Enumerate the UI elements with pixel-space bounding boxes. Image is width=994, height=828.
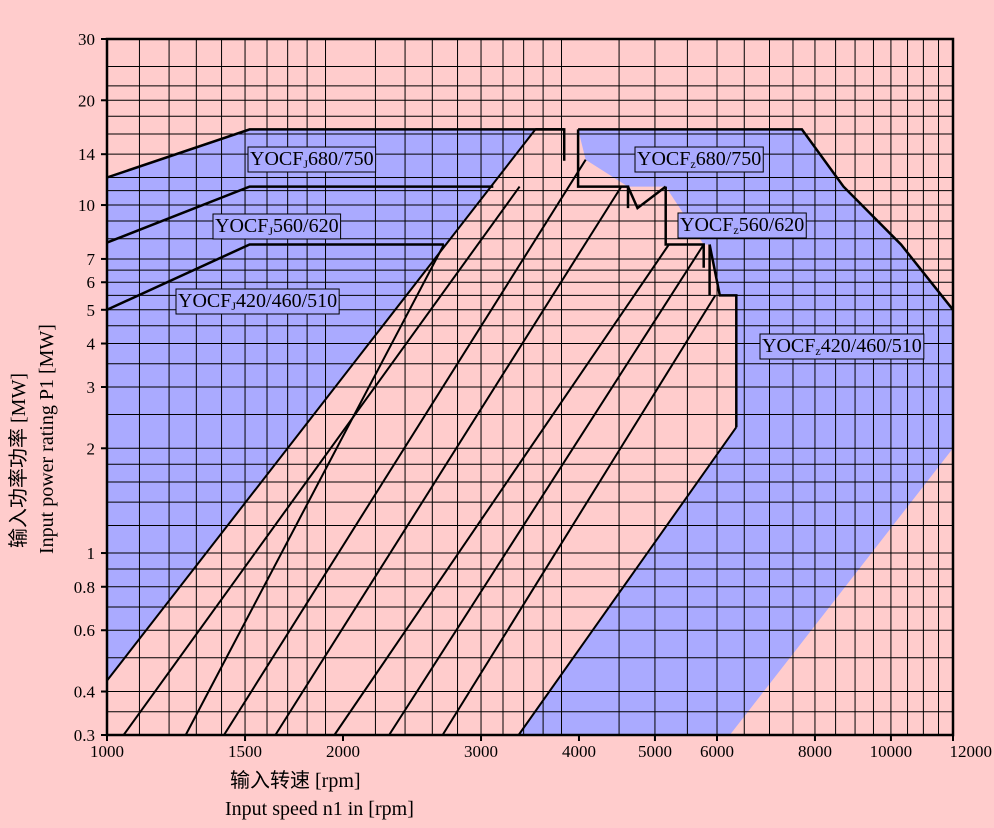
x-tick-label: 12000 xyxy=(950,742,993,761)
label-yocfj560-620: YOCFJ560/620 xyxy=(212,213,342,240)
y-tick-label: 30 xyxy=(78,30,95,49)
label-box xyxy=(759,333,925,360)
guide-line-2 xyxy=(122,186,521,736)
y-tick-label: 4 xyxy=(87,335,96,354)
envelope-step-2 xyxy=(576,129,630,209)
y-axis-label-en: Input power rating P1 [MW] xyxy=(36,324,58,554)
y-tick-label: 3 xyxy=(87,378,96,397)
region-labels: YOCFJ680/750 YOCFJ560/620 YOCFJ420/460/510… xyxy=(175,146,925,360)
y-tick-label: 6 xyxy=(87,273,96,292)
x-tick-label: 1000 xyxy=(90,742,124,761)
guide-line-4 xyxy=(223,159,587,736)
guide-line-3 xyxy=(184,244,445,736)
guide-line-5 xyxy=(274,186,623,736)
envelope-yocfj680-750 xyxy=(106,128,566,179)
label-yocfj680-750: YOCFJ680/750 xyxy=(247,146,377,173)
envelope-yocfz420-460-510 xyxy=(708,244,738,428)
x-axis-label-en: Input speed n1 in [rpm] xyxy=(225,798,414,820)
y-tick-label: 7 xyxy=(87,250,96,269)
axis-ticks: 0.3 0.4 0.6 0.8 1 2 3 4 5 6 7 10 14 20 30 1000 1500 2000 3… xyxy=(74,30,992,761)
x-tick-label: 1500 xyxy=(228,742,262,761)
x-tick-label: 8000 xyxy=(798,742,832,761)
guide-line-9 xyxy=(517,426,738,736)
label-yocfz680-750: YOCFz680/750 xyxy=(634,146,764,173)
boundary-lines xyxy=(106,128,954,736)
guide-line-8 xyxy=(441,294,717,736)
y-tick-label: 20 xyxy=(78,91,95,110)
label-box xyxy=(212,213,342,240)
x-axis-label-cn: 输入转速 [rpm] xyxy=(230,769,361,792)
label-box xyxy=(247,146,377,173)
label-text: YOCFz560/620 xyxy=(680,214,804,237)
guide-line-1 xyxy=(106,128,537,682)
y-tick-label: 0.6 xyxy=(74,621,95,640)
label-text: YOCFJ560/620 xyxy=(215,215,339,238)
envelope-yocfz680-750 xyxy=(578,128,954,311)
label-yocfz420-460-510: YOCFz420/460/510 xyxy=(759,333,925,360)
label-box xyxy=(634,146,764,173)
envelope-yocfz560-620 xyxy=(626,185,667,211)
y-tick-label: 14 xyxy=(78,145,96,164)
envelope-yocfj420-460-510 xyxy=(106,243,444,311)
y-tick-label: 1 xyxy=(87,544,96,563)
label-text: YOCFJ420/460/510 xyxy=(178,290,337,313)
y-tick-label: 0.4 xyxy=(74,683,96,702)
label-text: YOCFz680/750 xyxy=(637,148,761,171)
x-tick-label: 10000 xyxy=(870,742,913,761)
x-tick-label: 5000 xyxy=(638,742,672,761)
y-tick-label: 2 xyxy=(87,439,96,458)
envelope-yocfj560-620 xyxy=(106,185,494,244)
label-yocfz560-620: YOCFz560/620 xyxy=(677,212,807,239)
x-tick-label: 6000 xyxy=(700,742,734,761)
y-tick-label: 5 xyxy=(87,301,96,320)
x-tick-label: 3000 xyxy=(464,742,498,761)
axis-titles: 输入转速 [rpm] Input speed n1 in [rpm] 输入功率功… xyxy=(7,324,414,820)
label-text: YOCFz420/460/510 xyxy=(762,335,922,358)
label-box xyxy=(677,212,807,239)
envelope-step-3 xyxy=(664,186,705,268)
x-tick-label: 4000 xyxy=(562,742,596,761)
y-tick-label: 0.8 xyxy=(74,578,95,597)
y-tick-label: 0.3 xyxy=(74,726,95,745)
fill-region-2 xyxy=(518,244,953,735)
label-yocfj420-460-510: YOCFJ420/460/510 xyxy=(175,288,340,315)
guide-line-7 xyxy=(388,243,705,736)
label-text: YOCFJ680/750 xyxy=(250,148,374,171)
y-tick-label: 10 xyxy=(78,196,95,215)
y-axis-label-cn: 输入功率功率 [MW] xyxy=(7,373,30,548)
x-tick-label: 2000 xyxy=(326,742,360,761)
label-box xyxy=(175,288,340,315)
guide-line-6 xyxy=(333,243,670,736)
